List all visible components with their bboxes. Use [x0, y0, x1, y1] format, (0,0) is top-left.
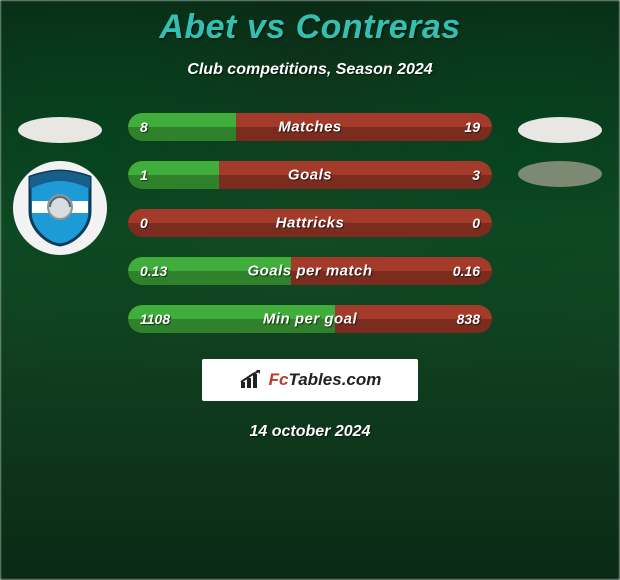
stat-label: Min per goal: [263, 311, 357, 328]
date-label: 14 october 2024: [250, 423, 371, 441]
stat-value-right: 0.16: [453, 263, 480, 279]
stat-value-left: 1: [140, 167, 148, 183]
shield-icon: [24, 169, 96, 247]
right-player-col: [500, 113, 620, 187]
stat-label: Goals per match: [247, 263, 372, 280]
main-row: 8 Matches 19 1 Goals 3 0 Hattricks 0 0.13 Goals pe…: [0, 113, 620, 333]
stat-value-left: 8: [140, 119, 148, 135]
brand-text: FcTables.com: [269, 370, 382, 390]
right-flag-icon: [518, 117, 602, 143]
stat-value-left: 1108: [140, 311, 170, 327]
comparison-card: Abet vs Contreras Club competitions, Sea…: [0, 0, 620, 580]
page-title: Abet vs Contreras: [159, 8, 460, 47]
brand-suffix: .com: [342, 370, 382, 389]
stat-bar: 0 Hattricks 0: [128, 209, 492, 237]
stat-bar: 8 Matches 19: [128, 113, 492, 141]
stat-bar: 0.13 Goals per match 0.16: [128, 257, 492, 285]
stat-label: Matches: [278, 119, 342, 136]
stat-value-right: 3: [472, 167, 480, 183]
stat-value-left: 0: [140, 215, 148, 231]
stat-value-right: 0: [472, 215, 480, 231]
stat-label: Goals: [288, 167, 332, 184]
stat-bar: 1 Goals 3: [128, 161, 492, 189]
stat-value-right: 19: [464, 119, 480, 135]
stat-value-right: 838: [457, 311, 480, 327]
stat-value-left: 0.13: [140, 263, 167, 279]
stats-bars: 8 Matches 19 1 Goals 3 0 Hattricks 0 0.13 Goals pe…: [120, 113, 500, 333]
brand-prefix: Fc: [269, 370, 289, 389]
bars-icon: [239, 370, 263, 390]
brand-box: FcTables.com: [202, 359, 418, 401]
stat-label: Hattricks: [276, 215, 345, 232]
left-club-badge: [13, 161, 107, 255]
stat-bar: 1108 Min per goal 838: [128, 305, 492, 333]
left-flag-icon: [18, 117, 102, 143]
subtitle: Club competitions, Season 2024: [187, 61, 432, 79]
left-player-col: [0, 113, 120, 255]
brand-main: Tables: [288, 370, 341, 389]
right-secondary-flag-icon: [518, 161, 602, 187]
